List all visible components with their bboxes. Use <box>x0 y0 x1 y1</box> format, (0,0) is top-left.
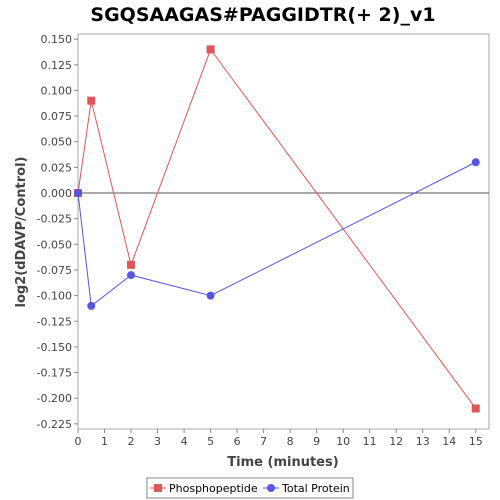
y-tick-label: -0.225 <box>37 418 72 431</box>
data-point-total-protein <box>74 189 82 198</box>
data-point-phosphopeptide <box>87 96 96 105</box>
y-tick-label: 0.025 <box>41 161 73 174</box>
plot-area <box>77 33 490 430</box>
x-axis: 0 1 2 3 4 5 6 7 8 9 10 11 12 13 14 15 <box>75 429 483 448</box>
x-tick-label: 14 <box>442 435 456 448</box>
chart-title: SGQSAAGAS#PAGGIDTR(+ 2)_v1 <box>90 4 435 26</box>
legend-marker-total-protein <box>267 484 275 492</box>
y-tick-label: 0.050 <box>41 136 73 149</box>
y-tick-label: -0.175 <box>37 367 72 380</box>
x-tick-label: 12 <box>389 435 403 448</box>
x-tick-label: 15 <box>469 435 483 448</box>
legend-label-total-protein: Total Protein <box>281 482 350 495</box>
data-point-total-protein <box>127 271 136 280</box>
y-tick-label: -0.150 <box>37 341 72 354</box>
legend-box <box>146 477 354 499</box>
data-point-total-protein <box>87 301 96 310</box>
legend: Phosphopeptide Total Protein <box>146 477 354 499</box>
x-tick-label: 8 <box>287 435 294 448</box>
y-tick-label: -0.125 <box>37 315 72 328</box>
y-tick-label: -0.075 <box>37 264 72 277</box>
x-tick-label: 7 <box>260 435 267 448</box>
x-tick-label: 3 <box>154 435 161 448</box>
x-tick-label: 4 <box>181 435 188 448</box>
x-tick-label: 0 <box>75 435 82 448</box>
y-tick-label: 0.075 <box>41 110 73 123</box>
series-layer <box>74 45 480 413</box>
x-tick-label: 13 <box>416 435 430 448</box>
x-tick-label: 11 <box>363 435 377 448</box>
y-tick-label: 0.100 <box>41 84 73 97</box>
x-tick-label: 5 <box>207 435 214 448</box>
data-point-total-protein <box>206 291 215 300</box>
y-tick-label: 0.125 <box>41 59 73 72</box>
x-tick-label: 2 <box>128 435 135 448</box>
y-tick-label: -0.100 <box>37 290 72 303</box>
data-point-total-protein <box>471 158 480 167</box>
data-point-phosphopeptide <box>206 45 215 54</box>
y-tick-label: -0.050 <box>37 238 72 251</box>
data-point-phosphopeptide <box>471 404 480 413</box>
y-axis: 0.150 0.125 0.100 0.075 0.050 0.025 0.000 -0.02… <box>37 33 78 431</box>
y-tick-label: 0.000 <box>41 187 73 200</box>
data-point-phosphopeptide <box>127 260 136 269</box>
y-tick-label: -0.025 <box>37 213 72 226</box>
x-tick-label: 6 <box>234 435 241 448</box>
x-tick-label: 1 <box>101 435 108 448</box>
x-axis-label: Time (minutes) <box>227 455 338 470</box>
x-tick-label: 9 <box>313 435 320 448</box>
legend-label-phosphopeptide: Phosphopeptide <box>169 482 258 495</box>
y-axis-label: log2(dDAVP/Control) <box>14 157 29 308</box>
y-tick-label: 0.150 <box>41 33 73 46</box>
x-tick-label: 10 <box>336 435 350 448</box>
y-tick-label: -0.200 <box>37 392 72 405</box>
legend-marker-phosphopeptide <box>154 484 162 492</box>
